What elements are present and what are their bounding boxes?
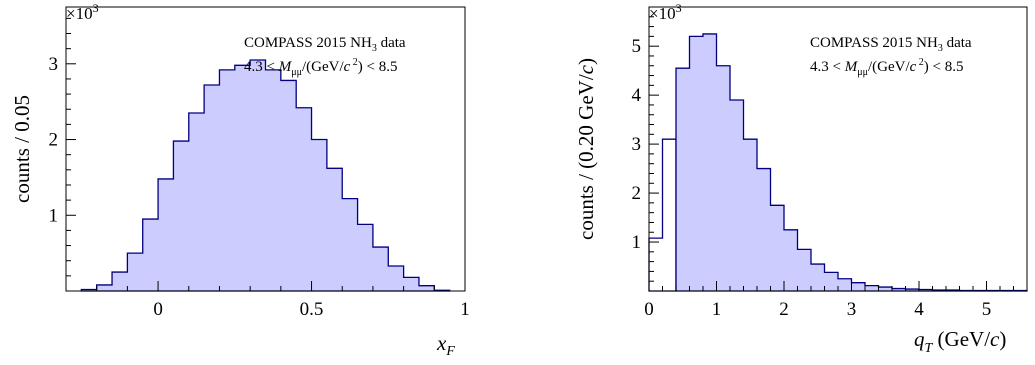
x-tick-label: 2 <box>779 299 789 320</box>
x-tick-label: 1 <box>460 299 470 320</box>
x-tick-label: 0 <box>153 299 163 320</box>
x-tick-label: 3 <box>847 299 857 320</box>
y-tick-label: 2 <box>632 183 642 204</box>
annotation-mass-range-xf: 4.3 < Mμμ/(GeV/c 2) < 8.5 <box>244 57 398 78</box>
y-axis-label-xf: counts / 0.05 <box>10 95 34 203</box>
ticks-xf: 0 0.5 1 1 2 3 <box>49 17 470 320</box>
histogram-bars <box>80 59 451 292</box>
x-tick-label: 1 <box>712 299 722 320</box>
x-tick-label: 0.5 <box>300 299 324 320</box>
histogram-outline-bins <box>648 138 677 292</box>
y-tick-label: 4 <box>632 85 642 106</box>
y-axis-label-qt: counts / (0.20 GeV/c) <box>574 58 598 240</box>
x-tick-label: 5 <box>982 299 992 320</box>
histogram-bars <box>675 33 1028 292</box>
x-tick-label: 4 <box>914 299 924 320</box>
panel-xf: 0 0.5 1 1 2 3 ×103 counts / 0.05 xF COMPASS 2… <box>10 1 470 359</box>
y-tick-label: 5 <box>632 36 642 57</box>
y-tick-label: 1 <box>49 205 59 226</box>
y-tick-label: 3 <box>49 54 59 75</box>
y-tick-label: 1 <box>632 232 642 253</box>
annotation-experiment-xf: COMPASS 2015 NH3 data <box>244 35 406 54</box>
x-axis-label-xf: xF <box>436 331 455 359</box>
histogram-xf <box>80 59 451 292</box>
plot-frame-xf <box>65 6 466 292</box>
ticks-qt: 0 1 2 3 4 5 1 2 3 4 5 <box>632 6 1028 320</box>
y-multiplier-qt: ×103 <box>649 1 682 23</box>
x-axis-label-qt: qT (GeV/c) <box>914 327 1006 356</box>
y-tick-label: 3 <box>632 134 642 155</box>
annotation-experiment-qt: COMPASS 2015 NH3 data <box>810 35 972 54</box>
annotation-mass-range-qt: 4.3 < Mμμ/(GeV/c 2) < 8.5 <box>810 57 964 78</box>
x-tick-label: 0 <box>644 299 654 320</box>
y-multiplier-xf: ×103 <box>66 1 99 23</box>
y-tick-label: 2 <box>49 130 59 151</box>
panel-qt: 0 1 2 3 4 5 1 2 3 4 5 ×103 counts / (0.20 GeV/c) q… <box>574 1 1028 356</box>
